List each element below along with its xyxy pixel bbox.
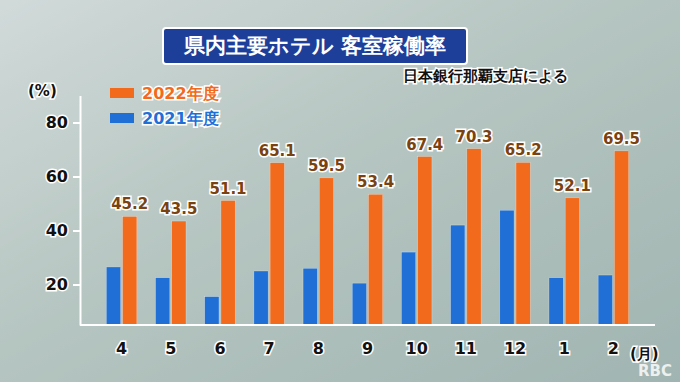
bar	[549, 278, 563, 325]
y-tick: 20	[46, 275, 80, 294]
bar	[418, 157, 432, 325]
title: 県内主要ホテル 客室稼働率	[183, 34, 446, 58]
bar	[156, 278, 170, 325]
x-tick: 6	[214, 325, 225, 358]
data-label: 59.5	[308, 157, 345, 175]
background	[0, 0, 680, 382]
data-label: 65.2	[505, 141, 542, 159]
x-tick-label: 9	[362, 339, 373, 358]
x-tick: 4	[116, 325, 127, 358]
data-label: 69.5	[603, 130, 640, 148]
bar	[614, 151, 628, 325]
data-label: 45.2	[111, 195, 148, 213]
data-label: 43.5	[160, 200, 197, 218]
data-label: 53.4	[357, 173, 394, 191]
x-axis-line	[80, 324, 655, 326]
x-tick: 2	[608, 325, 619, 358]
data-label: 52.1	[554, 177, 591, 195]
bar	[500, 210, 514, 325]
bars	[106, 149, 628, 325]
data-label: 51.1	[210, 180, 247, 198]
y-tick-mark	[73, 284, 80, 286]
x-tick: 1	[559, 325, 570, 358]
x-tick-label: 8	[313, 339, 324, 358]
bar	[254, 271, 268, 325]
x-axis: 45678910111212	[80, 325, 655, 358]
y-axis-line	[80, 96, 82, 326]
x-tick: 9	[362, 325, 373, 358]
y-tick-label: 80	[46, 113, 68, 132]
y-tick-mark	[73, 122, 80, 124]
y-tick: 40	[46, 221, 80, 240]
bar	[123, 216, 137, 325]
bar	[565, 198, 579, 325]
y-axis: 20 40 60 80	[46, 96, 81, 326]
x-axis-title: (月)	[630, 345, 659, 363]
background-veil	[0, 0, 680, 382]
y-axis-title: (%)	[28, 82, 57, 100]
y-tick-mark	[73, 230, 80, 232]
y-tick: 60	[46, 167, 80, 186]
x-tick: 7	[264, 325, 275, 358]
bar	[368, 194, 382, 325]
bar	[172, 221, 186, 325]
legend: 2022年度 2021年度	[110, 84, 219, 128]
bar	[221, 201, 235, 325]
bar	[401, 252, 415, 325]
data-labels: 45.2 43.5 51.1 65.1 59.5 53.4 67.4 70.3 65.2 52.1…	[111, 128, 640, 218]
legend-label: 2021年度	[142, 109, 219, 128]
bar	[303, 268, 317, 325]
bar	[270, 163, 284, 325]
x-tick: 5	[165, 325, 176, 358]
x-tick-label: 2	[608, 339, 619, 358]
x-tick: 12	[504, 325, 526, 358]
y-tick-label: 40	[46, 221, 68, 240]
legend-swatch	[110, 113, 134, 123]
x-tick: 11	[455, 325, 477, 358]
data-label: 70.3	[455, 128, 492, 146]
x-tick-label: 1	[559, 339, 570, 358]
bar	[598, 275, 612, 325]
bar	[319, 178, 333, 325]
x-tick-label: 4	[116, 339, 127, 358]
x-tick-label: 5	[165, 339, 176, 358]
bar	[451, 225, 465, 325]
x-tick-label: 10	[406, 339, 428, 358]
data-label: 65.1	[259, 142, 296, 160]
data-label: 67.4	[406, 136, 443, 154]
x-tick-label: 12	[504, 339, 526, 358]
x-tick-label: 11	[455, 339, 477, 358]
title-box: 県内主要ホテル 客室稼働率	[163, 28, 467, 64]
x-tick: 8	[313, 325, 324, 358]
bar	[516, 162, 530, 325]
bar	[352, 283, 366, 325]
legend-swatch	[110, 88, 134, 98]
y-tick-label: 60	[46, 167, 68, 186]
y-tick-label: 20	[46, 275, 68, 294]
chart: 県内主要ホテル 客室稼働率日本銀行那覇支店による(%)(月)2040608045…	[0, 0, 680, 382]
bar	[467, 149, 481, 325]
x-tick-label: 7	[264, 339, 275, 358]
x-tick: 10	[406, 325, 428, 358]
title-background	[163, 28, 467, 64]
subtitle: 日本銀行那覇支店による	[403, 67, 568, 85]
x-tick-label: 6	[214, 339, 225, 358]
y-tick: 80	[46, 113, 80, 132]
bar	[205, 297, 219, 325]
legend-label: 2022年度	[142, 84, 219, 103]
annotation: RBC	[638, 362, 672, 380]
y-tick-mark	[73, 176, 80, 178]
bar	[106, 267, 120, 325]
